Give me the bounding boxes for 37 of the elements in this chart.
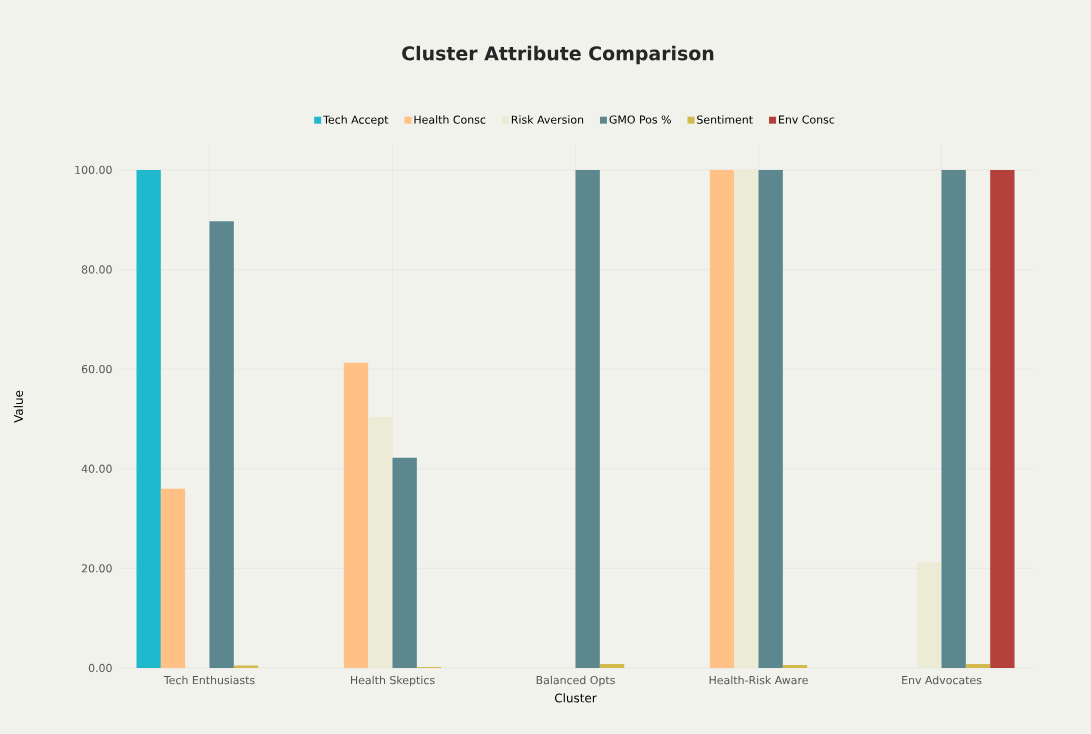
bar bbox=[758, 169, 783, 668]
x-tick-label: Balanced Opts bbox=[536, 675, 615, 687]
legend-label: Risk Aversion bbox=[511, 115, 584, 124]
y-tick-label: 20.00 bbox=[81, 564, 112, 573]
x-tick-label: Tech Enthusiasts bbox=[163, 675, 255, 685]
legend-label: Health Consc bbox=[414, 115, 486, 124]
bar bbox=[734, 169, 759, 668]
bar bbox=[160, 488, 186, 668]
bar bbox=[368, 416, 393, 668]
bar bbox=[599, 664, 625, 668]
bar bbox=[233, 665, 259, 668]
x-tick-label: Health-Risk Aware bbox=[709, 675, 808, 685]
legend-label: Tech Accept bbox=[323, 115, 389, 126]
bar bbox=[709, 169, 735, 668]
bar bbox=[136, 169, 161, 668]
legend-label: GMO Pos % bbox=[609, 115, 671, 124]
chart-title: Cluster Attribute Comparison bbox=[402, 45, 714, 65]
legend-label: Env Consc bbox=[779, 115, 835, 124]
y-tick-label: 60.00 bbox=[81, 364, 112, 374]
x-tick-label: Env Advocates bbox=[902, 675, 982, 685]
bar bbox=[990, 169, 1015, 668]
x-axis-title: Cluster bbox=[554, 693, 597, 703]
y-axis-title: Value bbox=[13, 390, 23, 423]
y-tick-label: 100.00 bbox=[75, 165, 112, 175]
y-tick-label: 80.00 bbox=[81, 265, 112, 274]
y-tick-label: 0.00 bbox=[88, 663, 112, 673]
bar bbox=[917, 562, 942, 668]
bar bbox=[392, 457, 417, 668]
y-tick-label: 40.00 bbox=[81, 464, 112, 473]
bar bbox=[343, 362, 369, 668]
bar bbox=[965, 664, 991, 668]
legend-label: Sentiment bbox=[697, 115, 753, 124]
bar bbox=[941, 169, 966, 668]
bar bbox=[782, 664, 808, 668]
bar bbox=[209, 221, 234, 668]
x-tick-label: Health Skeptics bbox=[351, 675, 435, 687]
bar bbox=[575, 169, 600, 668]
